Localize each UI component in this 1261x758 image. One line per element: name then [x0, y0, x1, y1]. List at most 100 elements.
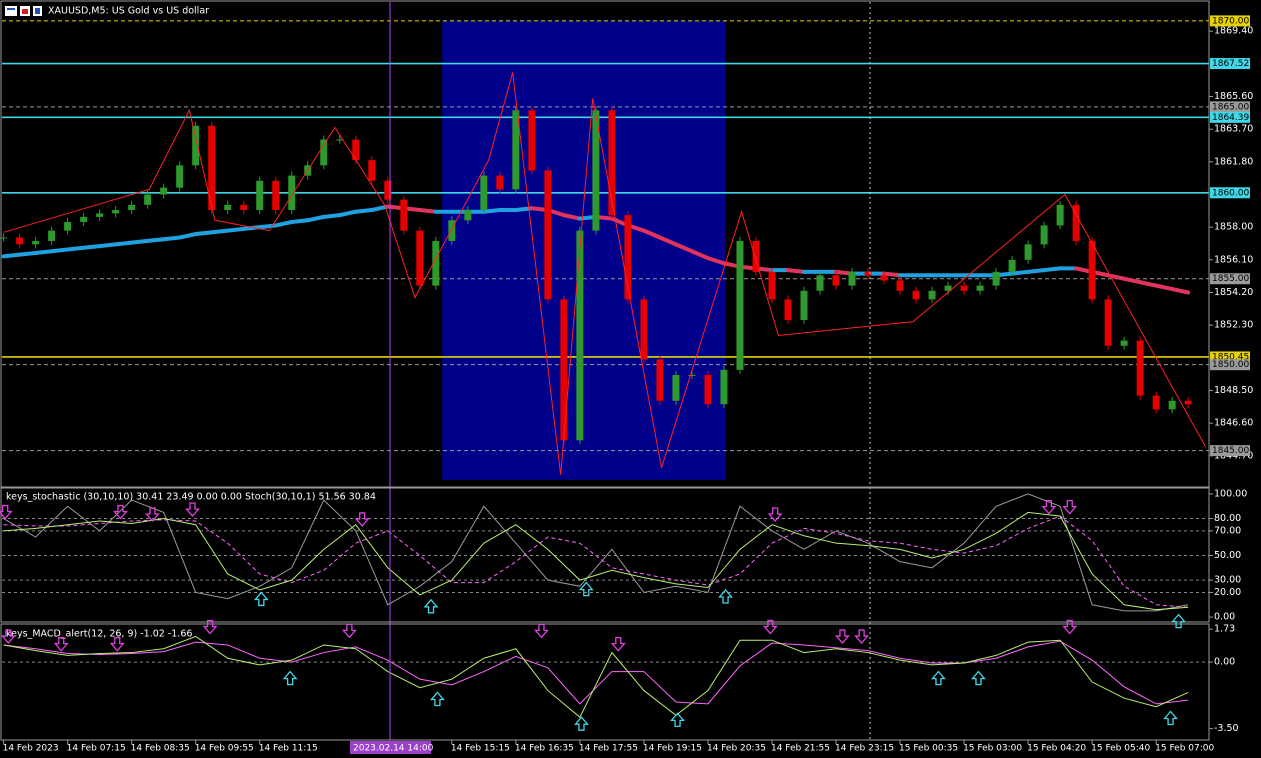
moving-average-segment [705, 256, 726, 266]
up-arrow [578, 581, 594, 597]
level-label: 1870.00 [1212, 16, 1249, 26]
moving-average-segment [785, 268, 806, 274]
icon [5, 6, 17, 16]
y-tick-label: 70.00 [1214, 525, 1241, 536]
macd-panel-border [0, 623, 1210, 741]
up-arrow [718, 588, 733, 604]
candle [384, 180, 392, 200]
moving-average-segment [305, 214, 326, 223]
x-tick-label: 15 Feb 07:00 [1155, 744, 1214, 754]
up-arrow [423, 598, 439, 614]
candle [576, 230, 584, 441]
moving-average-segment [1026, 268, 1047, 274]
down-arrow [762, 619, 778, 635]
candle [784, 299, 792, 320]
candle [592, 110, 600, 231]
down-arrow [610, 637, 626, 652]
down-arrow [109, 637, 125, 652]
candle [672, 374, 680, 401]
cursor-label-box [350, 741, 431, 754]
candle [96, 213, 104, 217]
moving-average-segment [353, 207, 374, 214]
moving-average-segment [161, 235, 182, 242]
candle [176, 165, 184, 188]
down-arrow [202, 619, 218, 635]
level-label-box [1210, 187, 1250, 199]
moving-average-segment [129, 238, 150, 245]
candle [960, 285, 968, 291]
candle [768, 271, 776, 300]
candle [160, 187, 168, 195]
moving-average-segment [241, 225, 262, 231]
candle [416, 230, 424, 286]
candle [320, 139, 328, 166]
candle [336, 139, 344, 141]
y-tick-label: 1856.10 [1214, 254, 1253, 265]
y-tick-label: 1.73 [1214, 624, 1235, 635]
cursor-label: 2023.02.14 14:00 [353, 744, 434, 754]
candle [1104, 299, 1112, 346]
moving-average-segment [273, 220, 294, 228]
moving-average-segment [1154, 283, 1175, 292]
y-tick-label: 1852.30 [1214, 320, 1253, 331]
candle [272, 180, 280, 210]
candle [80, 216, 88, 223]
moving-average-segment [1042, 266, 1063, 273]
candle [64, 222, 72, 231]
level-label: 1845.00 [1212, 446, 1249, 456]
down-arrow [0, 504, 13, 520]
level-label-box [1210, 445, 1250, 457]
candle [864, 271, 872, 276]
x-tick-label: 14 Feb 16:35 [515, 744, 574, 754]
candle [800, 290, 808, 320]
candle [624, 215, 632, 300]
moving-average-segment [1138, 280, 1159, 288]
down-arrow [835, 629, 850, 645]
down-arrow [145, 507, 160, 523]
candle [1184, 400, 1192, 405]
candle [32, 240, 40, 245]
moving-average-segment [417, 207, 438, 214]
moving-average-segment [641, 228, 662, 240]
indicator-line [3, 515, 1189, 608]
x-tick-label: 14 Feb 15:15 [451, 744, 510, 754]
down-arrow [534, 623, 549, 639]
up-arrow [1163, 710, 1178, 726]
candle [912, 290, 920, 300]
candle [368, 160, 376, 181]
level-label: 1865.00 [1212, 102, 1249, 112]
candle [1136, 340, 1144, 396]
up-arrow [971, 670, 986, 686]
indicator-line [3, 511, 1189, 611]
level-label: 1860.00 [1212, 188, 1249, 198]
moving-average-segment [33, 249, 54, 255]
moving-average-segment [49, 247, 70, 254]
down-arrow [1041, 499, 1057, 515]
x-tick-label: 15 Feb 04:20 [1027, 744, 1086, 754]
y-tick-label: 1869.40 [1214, 26, 1253, 37]
back-layer [2, 20, 1209, 663]
x-tick-label: 14 Feb 09:55 [195, 744, 254, 754]
down-arrow [354, 512, 370, 527]
up-arrow [253, 591, 269, 607]
x-tick-label: 14 Feb 19:15 [643, 744, 702, 754]
down-arrow [53, 637, 69, 652]
x-tick-label: 15 Feb 03:00 [963, 744, 1022, 754]
indicator-line [3, 493, 1189, 612]
candle [1008, 259, 1016, 272]
highlight-zone [442, 20, 726, 480]
toolbar-icons [5, 6, 42, 16]
moving-average-segment [657, 235, 678, 247]
y-tick-label: 80.00 [1214, 513, 1241, 524]
candle [896, 280, 904, 291]
indicator-line [3, 635, 1189, 718]
y-tick-label: 100.00 [1214, 488, 1247, 499]
level-label: 1864.39 [1212, 113, 1249, 123]
candle [704, 374, 712, 405]
zigzag-line [3, 72, 1207, 475]
candle [352, 139, 360, 161]
x-tick-label: 14 Feb 08:35 [131, 744, 190, 754]
candle [848, 271, 856, 286]
y-tick-label: 0.00 [1214, 657, 1235, 668]
x-tick-label: 14 Feb 23:15 [835, 744, 894, 754]
